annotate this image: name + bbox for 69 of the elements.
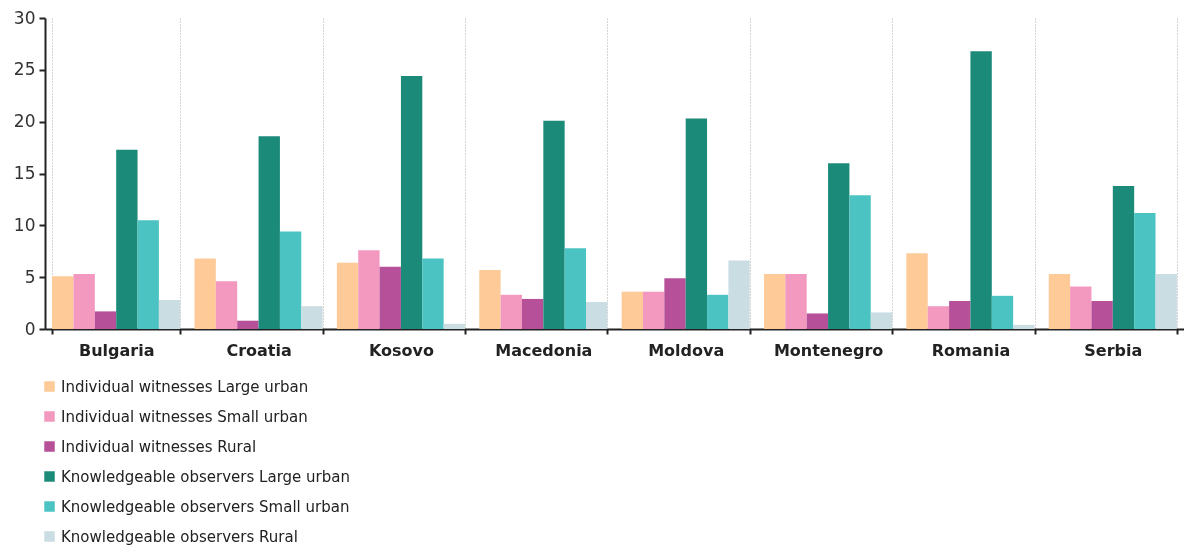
bar [1013,324,1035,329]
bar [1155,274,1177,329]
bar [828,163,850,329]
legend-label: Individual witnesses Small urban [61,407,308,426]
y-tick-label: 20 [13,111,36,132]
x-tick-label: Kosovo [368,340,434,360]
y-tick-label: 25 [13,59,36,80]
x-tick-label: Montenegro [773,340,884,360]
y-tick-label: 5 [24,266,36,287]
bar [443,323,466,329]
legend-label: Knowledgeable observers Rural [61,527,298,546]
bar [785,274,807,329]
bar [728,260,750,329]
y-tick-label: 15 [13,163,36,183]
bar [970,51,992,329]
x-tick-label: Bulgaria [78,340,155,360]
bar [422,258,444,329]
bar [279,231,302,329]
y-tick-label: 30 [13,7,36,28]
y-tick-label: 0 [24,318,36,339]
bar [379,266,401,329]
bar [927,306,950,329]
bar [991,295,1014,329]
bar [1112,185,1135,329]
bar [336,262,359,329]
bar [870,312,893,329]
legend-label: Individual witnesses Large urban [61,377,309,396]
bar [400,76,423,329]
bar [642,291,665,329]
legend-label: Individual witnesses Rural [61,437,257,456]
bar [258,136,280,329]
legend-label: Knowledgeable observers Large urban [61,467,350,486]
bar [621,291,643,329]
bar [301,306,323,329]
bar [116,149,138,329]
x-tick-label: Macedonia [495,340,593,360]
legend-label: Knowledgeable observers Small urban [61,497,350,516]
bar [358,250,380,329]
bar [685,118,708,329]
bar [1091,301,1113,329]
bar [194,258,216,329]
x-tick-label: Moldova [648,340,725,360]
bar [906,253,928,329]
bar [664,278,686,329]
bar [543,120,565,329]
x-tick-label: Serbia [1084,340,1143,360]
bar [707,294,729,329]
bar [949,301,971,329]
y-tick-label: 10 [13,214,36,235]
x-tick-label: Croatia [226,340,292,360]
bar [564,248,587,329]
bar [586,302,608,329]
bar [73,274,95,329]
bar [849,195,871,329]
bar [1134,212,1156,329]
x-tick-label: Romania [931,340,1011,360]
bar [763,274,786,329]
bar [521,298,544,329]
bar [1048,274,1071,329]
bar [52,276,74,329]
bar [94,311,117,329]
bar [479,269,501,329]
bar [806,313,829,329]
bar [158,299,181,329]
bar [500,294,522,329]
bar [237,320,259,329]
bar [215,281,238,329]
bar [137,220,159,329]
bar [1070,286,1092,329]
